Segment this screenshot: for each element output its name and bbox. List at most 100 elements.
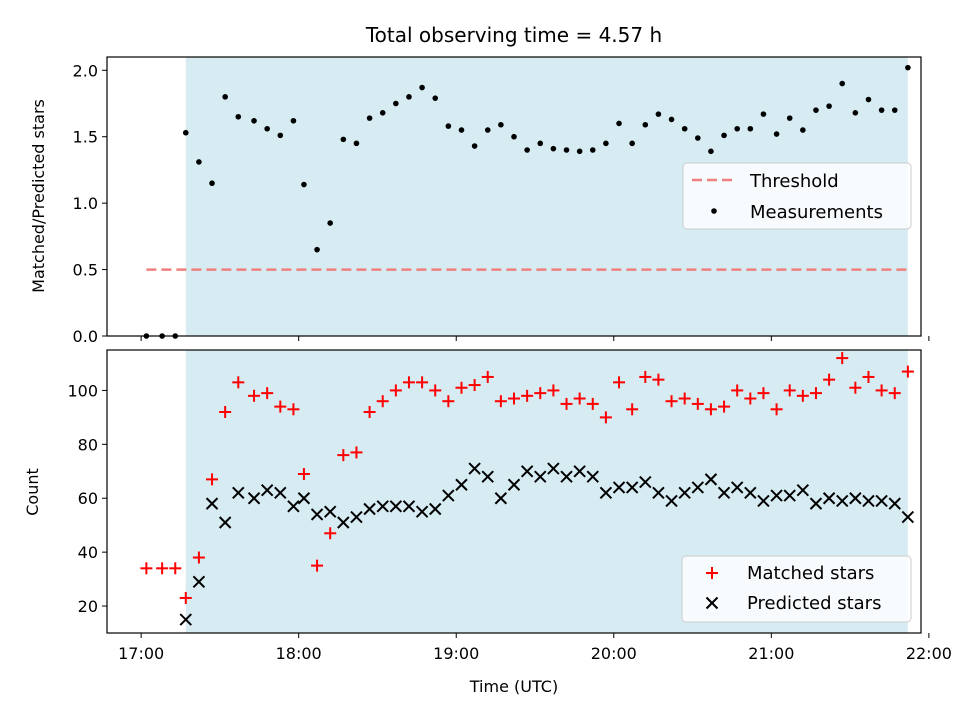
predicted-star-point	[376, 500, 389, 513]
predicted-star-point	[468, 462, 481, 475]
matched-star-point	[442, 395, 455, 408]
bottom-y-axis-label: Count	[23, 468, 42, 516]
measurement-point	[852, 110, 859, 116]
matched-star-point	[613, 376, 626, 389]
matched-star-point	[586, 397, 599, 410]
matched-star-point	[376, 395, 389, 408]
matched-star-point	[248, 389, 261, 402]
matched-star-point	[599, 411, 612, 424]
measurement-point	[878, 107, 885, 113]
x-tick-label: 18:00	[276, 644, 322, 663]
measurement-point	[366, 115, 373, 121]
bottom-y-tick-label: 40	[78, 543, 98, 562]
matched-star-point	[156, 562, 169, 575]
predicted-star-point	[337, 516, 350, 529]
predicted-legend-marker	[705, 596, 719, 610]
predicted-star-point	[205, 497, 219, 510]
measurement-point	[406, 94, 412, 100]
predicted-star-point	[481, 470, 494, 483]
top-y-tick-label: 1.5	[73, 128, 98, 147]
measurement-point	[445, 123, 452, 129]
predicted-star-point	[849, 492, 862, 505]
matched-star-point	[389, 384, 402, 397]
measurement-point	[290, 117, 297, 124]
matched-star-point	[192, 551, 205, 564]
bottom-panel: 20 40 60 80 100 17:00 18:00 19:00 20:00 21:00 22:…	[23, 349, 952, 696]
predicted-star-point	[691, 481, 705, 494]
measurement-point	[813, 107, 819, 113]
predicted-star-point	[520, 465, 534, 478]
matched-star-point	[639, 370, 652, 383]
matched-star-point	[796, 389, 809, 402]
predicted-star-point	[192, 575, 206, 588]
measurement-point	[773, 131, 780, 137]
predicted-star-point	[730, 481, 744, 494]
matched-star-point	[429, 384, 442, 397]
matched-star-point	[573, 392, 586, 405]
matched-star-point	[494, 395, 507, 408]
matched-star-point	[836, 352, 849, 365]
predicted-star-point	[547, 462, 560, 475]
measurement-point	[264, 125, 270, 132]
matched-star-point	[718, 400, 731, 413]
measurement-point	[379, 110, 386, 116]
top-legend: Threshold Measurements	[682, 162, 912, 230]
matched-star-point	[297, 467, 310, 480]
predicted-star-point	[744, 486, 757, 500]
predicted-star-point	[717, 486, 731, 500]
x-tick-label: 21:00	[748, 644, 794, 663]
matched-star-point	[665, 395, 678, 408]
measurement-point	[301, 181, 307, 188]
matched-star-point	[468, 379, 481, 392]
bottom-legend-box	[681, 555, 912, 623]
measurement-point	[589, 147, 596, 153]
matched-star-point	[809, 387, 822, 400]
matched-star-point	[888, 387, 901, 400]
matched-star-point	[324, 527, 337, 540]
measurement-point	[800, 127, 806, 133]
x-tick-label: 19:00	[433, 644, 479, 663]
predicted-star-point	[783, 489, 796, 502]
predicted-star-point	[560, 470, 573, 483]
predicted-star-point	[665, 494, 678, 508]
measurement-point	[251, 117, 257, 124]
matched-star-point	[731, 384, 744, 397]
predicted-star-point	[652, 486, 665, 500]
measurement-point	[196, 159, 202, 165]
predicted-star-point	[232, 486, 245, 500]
measurement-point	[353, 140, 360, 147]
measurement-point	[839, 80, 846, 87]
measurement-point	[511, 133, 517, 140]
matched-star-point	[547, 384, 560, 397]
bottom-y-tick-label: 20	[78, 597, 98, 616]
predicted-star-point	[455, 478, 468, 491]
predicted-star-point	[429, 502, 442, 516]
predicted-star-point	[274, 486, 287, 500]
matched-star-point	[691, 397, 704, 410]
measurement-point	[432, 95, 439, 101]
top-chart-title: Total observing time = 4.57 h	[365, 23, 662, 47]
predicted-star-point	[586, 470, 599, 483]
predicted-star-point	[888, 497, 901, 510]
matched-star-point	[219, 405, 232, 418]
predicted-star-point	[809, 497, 823, 510]
bottom-y-tick-label: 80	[78, 435, 98, 454]
predicted-star-point	[704, 473, 718, 486]
matched-stars-legend-swatch	[706, 567, 718, 579]
predicted-star-point	[612, 481, 626, 494]
measurement-point	[865, 96, 872, 103]
matched-star-point	[363, 405, 376, 418]
measurement-point	[891, 107, 898, 113]
measurement-point	[277, 132, 284, 139]
measurement-point	[576, 148, 583, 155]
matched-star-point	[875, 384, 888, 397]
matched-star-point	[206, 473, 219, 486]
matched-star-point	[823, 373, 836, 386]
predicted-stars-legend-label: Predicted stars	[747, 593, 881, 614]
measurements-legend-label: Measurements	[750, 202, 883, 223]
measurement-point	[603, 140, 609, 147]
matched-star-point	[770, 403, 783, 416]
predicted-star-point	[442, 489, 455, 502]
predicted-star-point	[310, 508, 324, 521]
measurement-point	[708, 148, 714, 155]
